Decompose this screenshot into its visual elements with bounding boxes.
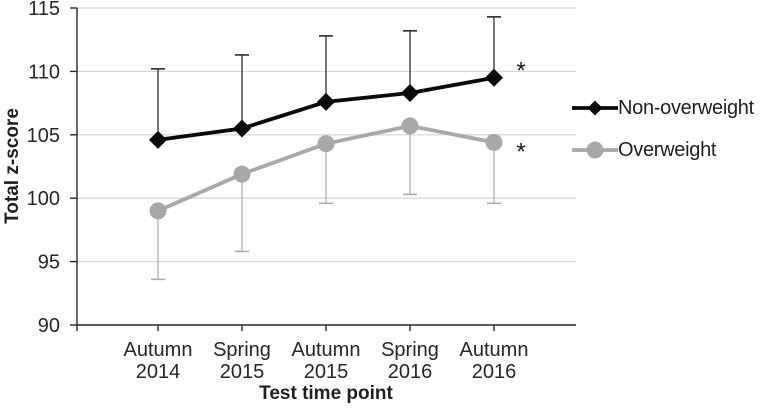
data-point-marker — [485, 68, 503, 87]
legend-entry-non-overweight: Non-overweight — [572, 97, 754, 119]
data-point-marker — [317, 92, 335, 111]
y-tick-label: 110 — [28, 61, 60, 83]
data-point-marker — [317, 135, 335, 153]
x-tick-label: Autumn — [292, 339, 361, 361]
data-point-marker — [401, 83, 419, 102]
data-point-marker — [401, 117, 419, 135]
overweight-key-icon — [572, 141, 618, 159]
legend-label-overweight: Overweight — [618, 138, 717, 161]
significance-asterisk: * — [516, 138, 525, 165]
x-tick-label: 2015 — [304, 361, 349, 383]
legend-label-non-overweight: Non-overweight — [618, 96, 754, 119]
data-point-marker — [233, 165, 251, 183]
x-tick-label: 2016 — [388, 361, 433, 383]
data-point-marker — [233, 119, 251, 138]
x-tick-label: 2016 — [472, 361, 517, 383]
y-axis-title: Total z-score — [2, 108, 23, 224]
y-tick-label: 90 — [38, 315, 60, 337]
legend: Non-overweight Overweight — [572, 97, 754, 161]
x-tick-label: Autumn — [460, 339, 529, 361]
x-axis-title: Test time point — [259, 383, 393, 404]
y-tick-label: 115 — [28, 0, 60, 20]
x-tick-label: 2015 — [220, 361, 265, 383]
x-tick-label: Autumn — [124, 339, 193, 361]
y-tick-label: 100 — [27, 188, 60, 210]
non-overweight-key-icon — [572, 100, 618, 116]
y-tick-label: 95 — [38, 252, 60, 274]
x-tick-label: Spring — [381, 339, 439, 361]
y-tick-label: 105 — [27, 125, 60, 147]
data-point-marker — [149, 130, 167, 149]
data-point-marker — [485, 133, 503, 151]
legend-entry-overweight: Overweight — [572, 139, 754, 161]
x-tick-label: Spring — [213, 339, 271, 361]
data-point-marker — [149, 202, 167, 220]
x-tick-label: 2014 — [136, 361, 181, 383]
significance-asterisk: * — [516, 58, 525, 85]
